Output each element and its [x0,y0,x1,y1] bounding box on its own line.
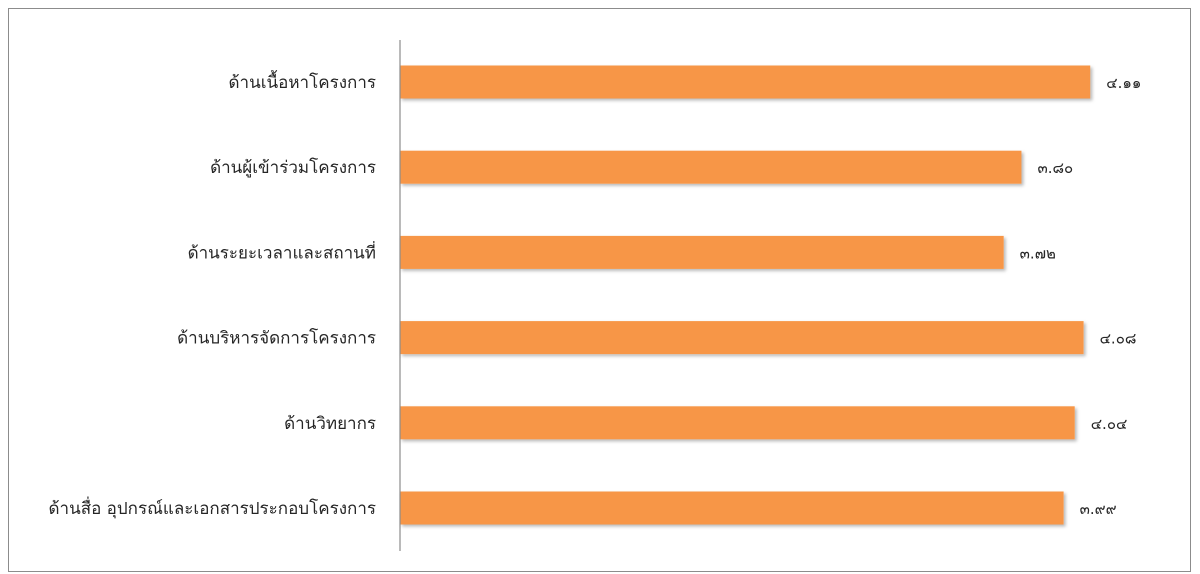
bar-4 [400,321,1084,355]
bar-3 [400,235,1004,269]
category-labels: ด้านเนื้อหาโครงการด้านผู้เข้าร่วมโครงการ… [48,70,376,519]
value-label-5: ๔.๐๔ [1091,415,1128,433]
category-label-5: ด้านวิทยากร [284,414,376,434]
chart-frame [8,8,1191,572]
category-label-2: ด้านผู้เข้าร่วมโครงการ [210,157,376,178]
bar-series [400,65,1091,525]
value-label-4: ๔.๐๘ [1100,330,1137,348]
category-label-1: ด้านเนื้อหาโครงการ [228,70,376,93]
category-label-3: ด้านระยะเวลาและสถานที่ [188,240,376,263]
bar-6 [400,491,1064,525]
value-label-6: ๓.๙๙ [1080,500,1117,518]
category-label-6: ด้านสื่อ อุปกรณ์และเอกสารประกอบโครงการ [48,496,376,519]
value-label-2: ๓.๘๐ [1037,159,1073,177]
value-label-1: ๔.๑๑ [1106,74,1141,92]
bar-1 [400,65,1091,99]
value-labels: ๔.๑๑๓.๘๐๓.๗๒๔.๐๘๔.๐๔๓.๙๙ [1020,74,1142,518]
category-label-4: ด้านบริหารจัดการโครงการ [177,328,376,349]
bar-2 [400,150,1022,184]
bar-5 [400,406,1075,440]
value-label-3: ๓.๗๒ [1020,244,1056,262]
